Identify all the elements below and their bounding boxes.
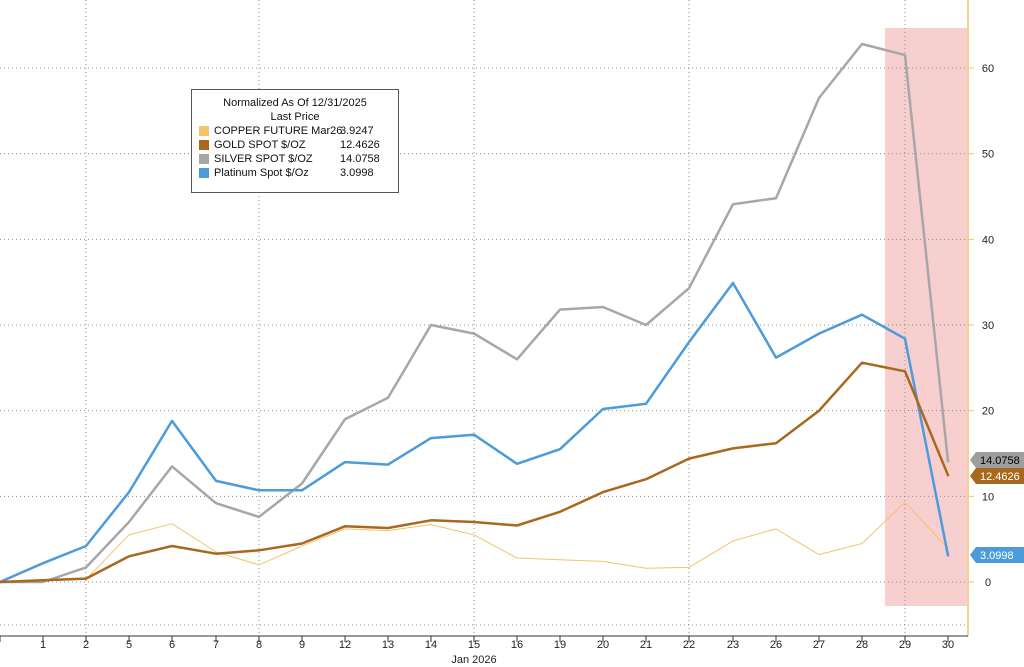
last-value-tag-shape — [970, 452, 1024, 468]
x-tick-label: 12 — [339, 639, 351, 651]
x-tick-label: 26 — [770, 639, 782, 651]
gold-swatch — [199, 140, 209, 150]
x-tick-label: 29 — [899, 639, 911, 651]
last-value-tag-text: 14.0758 — [980, 455, 1020, 467]
x-tick-label: 8 — [256, 639, 262, 651]
legend-last-price: 3.9247 — [340, 125, 374, 137]
gridlines — [0, 0, 968, 636]
legend-subtitle: Last Price — [270, 111, 320, 123]
y-tick-label: 30 — [982, 320, 994, 332]
legend-item-silver: SILVER SPOT $/OZ 14.0758 — [192, 152, 398, 166]
legend-series-name: GOLD SPOT $/OZ — [214, 139, 306, 151]
y-tick-label: 40 — [982, 234, 994, 246]
highlight-band — [885, 28, 967, 606]
y-tick-label: 60 — [982, 63, 994, 75]
legend-last-price: 14.0758 — [340, 153, 380, 165]
y-tick-label: 20 — [982, 406, 994, 418]
legend-series-name: SILVER SPOT $/OZ — [214, 153, 313, 165]
x-tick-label: 19 — [554, 639, 566, 651]
copper-swatch — [199, 126, 209, 136]
legend-item-gold: GOLD SPOT $/OZ 12.4626 — [192, 138, 398, 152]
x-tick-label: 27 — [813, 639, 825, 651]
x-tick-label: 28 — [856, 639, 868, 651]
last-value-tags: 14.0758 12.4626 3.0998 — [970, 452, 1024, 563]
legend-series-name: Platinum Spot $/Oz — [214, 167, 309, 179]
legend-title: Normalized As Of 12/31/2025 — [223, 97, 367, 109]
x-tick-label: 30 — [942, 639, 954, 651]
x-tick-label: 9 — [299, 639, 305, 651]
legend-item-copper: COPPER FUTURE Mar26 3.9247 — [192, 124, 398, 138]
x-tick-label: 14 — [425, 639, 437, 651]
series-line-silver-spot-oz — [0, 42, 950, 584]
last-value-tag: 3.0998 — [970, 547, 1024, 563]
x-tick-label: 23 — [727, 639, 739, 651]
x-tick-label: 7 — [213, 639, 219, 651]
x-tick-label: 22 — [683, 639, 695, 651]
x-tick-label: 21 — [640, 639, 652, 651]
x-tick-label: 15 — [468, 639, 480, 651]
x-tick-label: 6 — [169, 639, 175, 651]
x-tick-label: 13 — [382, 639, 394, 651]
series-line-platinum-spot-oz — [0, 281, 950, 584]
x-tick-label: 2 — [83, 639, 89, 651]
y-tick-label: 10 — [982, 491, 994, 503]
chart-legend: Normalized As Of 12/31/2025 Last Price C… — [191, 89, 399, 193]
last-value-tag-shape — [970, 547, 1024, 563]
last-value-tag-text: 12.4626 — [980, 471, 1020, 483]
silver-swatch — [199, 154, 209, 164]
y-tick-label: 50 — [982, 149, 994, 161]
x-axis-label: Jan 2026 — [451, 654, 496, 666]
y-tick-label: 0 — [985, 577, 991, 589]
legend-last-price: 12.4626 — [340, 139, 380, 151]
x-tick-label: 1 — [40, 639, 46, 651]
last-value-tag-shape — [970, 468, 1024, 484]
x-tick-label: 20 — [597, 639, 609, 651]
last-value-tag: 12.4626 — [970, 468, 1024, 484]
legend-item-platinum: Platinum Spot $/Oz 3.0998 — [192, 166, 398, 180]
platinum-swatch — [199, 168, 209, 178]
series-lines — [0, 42, 950, 584]
legend-last-price: 3.0998 — [340, 167, 374, 179]
x-tick-label: 5 — [126, 639, 132, 651]
legend-series-name: COPPER FUTURE Mar26 — [214, 125, 343, 137]
x-tick-label: 16 — [511, 639, 523, 651]
series-line-gold-spot-oz — [0, 361, 950, 584]
last-value-tag: 14.0758 — [970, 452, 1024, 468]
series-line-copper-future-mar26 — [0, 501, 949, 583]
highlight-band-layer — [885, 28, 967, 606]
last-value-tag-text: 3.0998 — [980, 550, 1014, 562]
